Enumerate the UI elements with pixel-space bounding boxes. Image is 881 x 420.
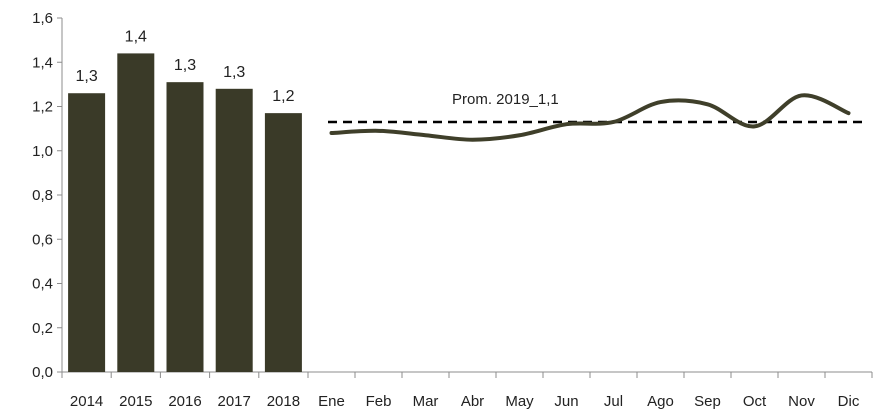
y-tick-label: 1,4 — [32, 54, 53, 71]
bar-2016 — [166, 82, 204, 372]
bar-data-label: 1,3 — [75, 68, 97, 85]
x-tick-label: Jul — [604, 393, 623, 410]
x-tick-label: 2016 — [168, 393, 201, 410]
x-tick-label: 2015 — [119, 393, 152, 410]
x-tick-label: 2017 — [218, 393, 251, 410]
y-tick-label: 0,0 — [32, 364, 53, 381]
y-tick-label: 1,2 — [32, 99, 53, 116]
y-tick-label: 0,4 — [32, 276, 53, 293]
series-line-2019 — [329, 93, 851, 142]
x-tick-label: Ago — [647, 393, 674, 410]
bar-2017 — [215, 88, 253, 373]
x-tick-label: Dic — [838, 393, 860, 410]
x-tick-label: May — [505, 393, 534, 410]
y-tick-label: 0,6 — [32, 231, 53, 248]
y-tick-label: 1,0 — [32, 143, 53, 160]
x-tick-label: Abr — [461, 393, 484, 410]
bar-2015 — [117, 53, 155, 373]
y-tick-label: 0,2 — [32, 320, 53, 337]
x-tick-label: Jun — [554, 393, 578, 410]
line-layer — [329, 93, 851, 142]
bar-data-label: 1,2 — [272, 88, 294, 105]
x-tick-label: Sep — [694, 393, 721, 410]
x-tick-label: Ene — [318, 393, 345, 410]
bar-data-label: 1,3 — [223, 64, 245, 81]
labels-layer: 1,3 1,4 1,3 1,3 1,2 Prom. 2019_1,1 — [75, 28, 558, 108]
y-tick-label: 0,8 — [32, 187, 53, 204]
axes-layer: 0,0 0,2 0,4 0,6 0,8 1,0 1,2 1,4 1,6 2014 2015 2016 2… — [32, 10, 873, 410]
x-tick-label: 2014 — [70, 393, 103, 410]
x-tick-label: Oct — [743, 393, 767, 410]
bar-2014 — [68, 93, 106, 372]
bar-data-label: 1,3 — [174, 57, 196, 74]
x-tick-label: 2018 — [267, 393, 300, 410]
reference-line-label: Prom. 2019_1,1 — [452, 91, 559, 108]
x-tick-label: Mar — [413, 393, 439, 410]
bars-layer — [68, 53, 302, 373]
y-tick-label: 1,6 — [32, 10, 53, 27]
bar-2018 — [264, 113, 302, 372]
x-tick-label: Feb — [366, 393, 392, 410]
x-tick-label: Nov — [788, 393, 815, 410]
bar-data-label: 1,4 — [125, 28, 147, 45]
